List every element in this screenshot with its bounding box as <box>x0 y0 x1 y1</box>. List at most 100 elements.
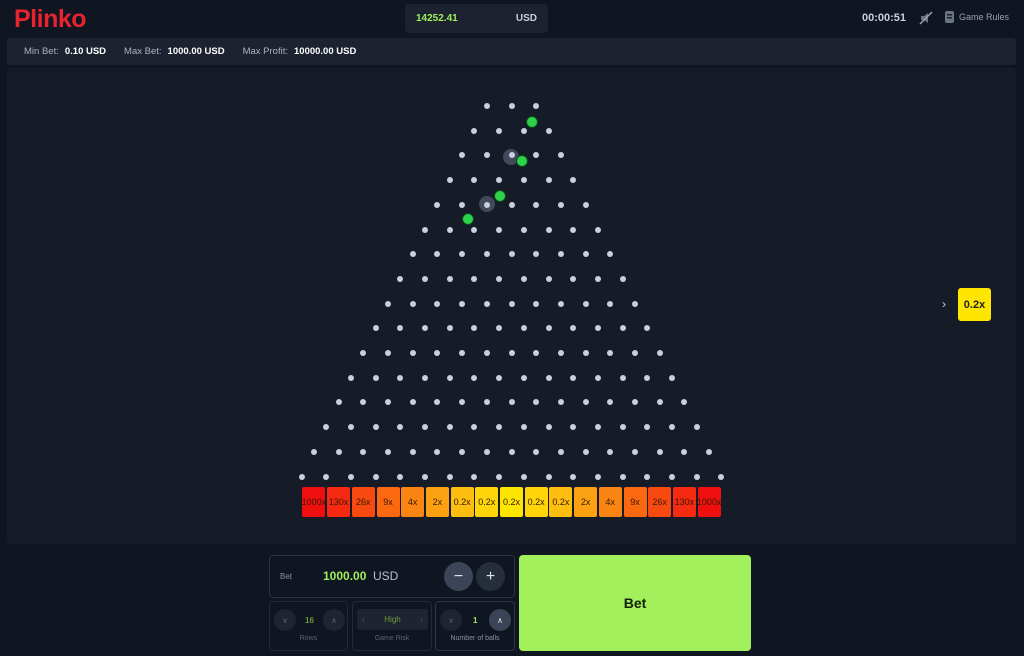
game-risk-control: ‹ High › Game Risk <box>352 601 432 651</box>
peg <box>582 201 589 208</box>
peg <box>372 473 379 480</box>
peg <box>520 226 527 233</box>
peg <box>607 448 614 455</box>
peg <box>533 399 540 406</box>
peg <box>385 448 391 455</box>
peg <box>347 424 354 431</box>
peg <box>570 226 577 233</box>
peg <box>545 374 552 381</box>
peg <box>619 325 626 332</box>
bet-amount-input[interactable]: 1000.00 <box>323 569 367 583</box>
peg <box>422 424 429 431</box>
risk-next-icon[interactable]: › <box>420 614 423 624</box>
multiplier-slot: 1000x <box>697 487 721 517</box>
risk-value: High <box>384 615 401 624</box>
peg <box>471 424 478 431</box>
peg <box>496 424 503 431</box>
peg <box>496 374 503 381</box>
history-arrow-icon[interactable]: › <box>942 297 946 311</box>
max-bet-label: Max Bet: <box>124 46 162 57</box>
peg <box>508 103 515 109</box>
peg <box>533 350 540 356</box>
risk-prev-icon[interactable]: ‹ <box>362 614 365 624</box>
peg <box>372 325 379 332</box>
peg <box>656 448 663 455</box>
peg <box>557 399 564 406</box>
session-timer: 00:00:51 <box>862 12 907 24</box>
balls-increase-icon[interactable]: ∧ <box>489 609 511 631</box>
peg <box>718 473 725 480</box>
min-bet-value: 0.10 USD <box>64 46 107 57</box>
multiplier-slot: 4x <box>401 487 425 517</box>
peg <box>459 350 466 356</box>
peg <box>594 325 601 332</box>
peg <box>335 399 342 406</box>
peg <box>533 448 540 455</box>
peg <box>385 300 391 307</box>
peg <box>471 127 478 134</box>
peg <box>459 201 466 208</box>
peg <box>545 177 552 184</box>
peg <box>471 177 478 184</box>
peg <box>582 448 589 455</box>
peg <box>570 177 577 184</box>
risk-selector[interactable]: ‹ High › <box>357 609 428 630</box>
peg <box>508 251 515 258</box>
peg <box>397 325 404 332</box>
peg <box>397 473 404 480</box>
risk-label: Game Risk <box>374 635 410 642</box>
peg <box>557 350 564 356</box>
peg <box>520 473 527 480</box>
rows-decrease-icon[interactable]: ∨ <box>274 609 296 631</box>
peg <box>520 424 527 431</box>
game-rules-button[interactable]: Game Rules <box>944 10 1009 24</box>
max-profit-label: Max Profit: <box>242 46 288 57</box>
sound-muted-icon[interactable] <box>918 10 934 26</box>
peg <box>496 226 503 233</box>
peg <box>508 152 515 159</box>
peg <box>570 275 577 282</box>
peg <box>496 177 503 184</box>
peg <box>422 275 429 282</box>
peg <box>607 399 614 406</box>
multiplier-slot: 130x <box>672 487 696 517</box>
peg <box>483 350 490 356</box>
peg <box>409 399 416 406</box>
peg <box>459 152 466 159</box>
peg <box>644 325 651 332</box>
peg <box>347 374 354 381</box>
peg <box>619 275 626 282</box>
peg <box>471 473 478 480</box>
peg <box>397 275 404 282</box>
decrease-bet-button[interactable]: − <box>444 562 473 591</box>
peg <box>582 399 589 406</box>
peg <box>545 275 552 282</box>
peg <box>557 448 564 455</box>
multiplier-slot: 4x <box>598 487 622 517</box>
peg <box>607 350 614 356</box>
peg <box>422 473 429 480</box>
peg <box>434 399 441 406</box>
peg <box>706 448 713 455</box>
multiplier-slot: 26x <box>351 487 375 517</box>
peg <box>434 350 441 356</box>
balls-label: Number of balls <box>450 635 500 642</box>
peg <box>669 473 676 480</box>
increase-bet-button[interactable]: + <box>476 562 505 591</box>
peg <box>323 424 330 431</box>
rows-increase-icon[interactable]: ∧ <box>323 609 345 631</box>
peg <box>409 300 416 307</box>
balls-control: ∨ 1 ∧ Number of balls <box>435 601 515 651</box>
balls-decrease-icon[interactable]: ∨ <box>440 609 462 631</box>
peg <box>446 473 453 480</box>
peg <box>594 275 601 282</box>
balance-currency: USD <box>515 13 537 24</box>
peg <box>422 325 429 332</box>
min-bet-label: Min Bet: <box>24 46 59 57</box>
peg <box>496 325 503 332</box>
peg <box>619 424 626 431</box>
peg <box>508 350 515 356</box>
bet-button[interactable]: Bet <box>519 555 751 651</box>
peg <box>459 399 466 406</box>
peg <box>496 473 503 480</box>
